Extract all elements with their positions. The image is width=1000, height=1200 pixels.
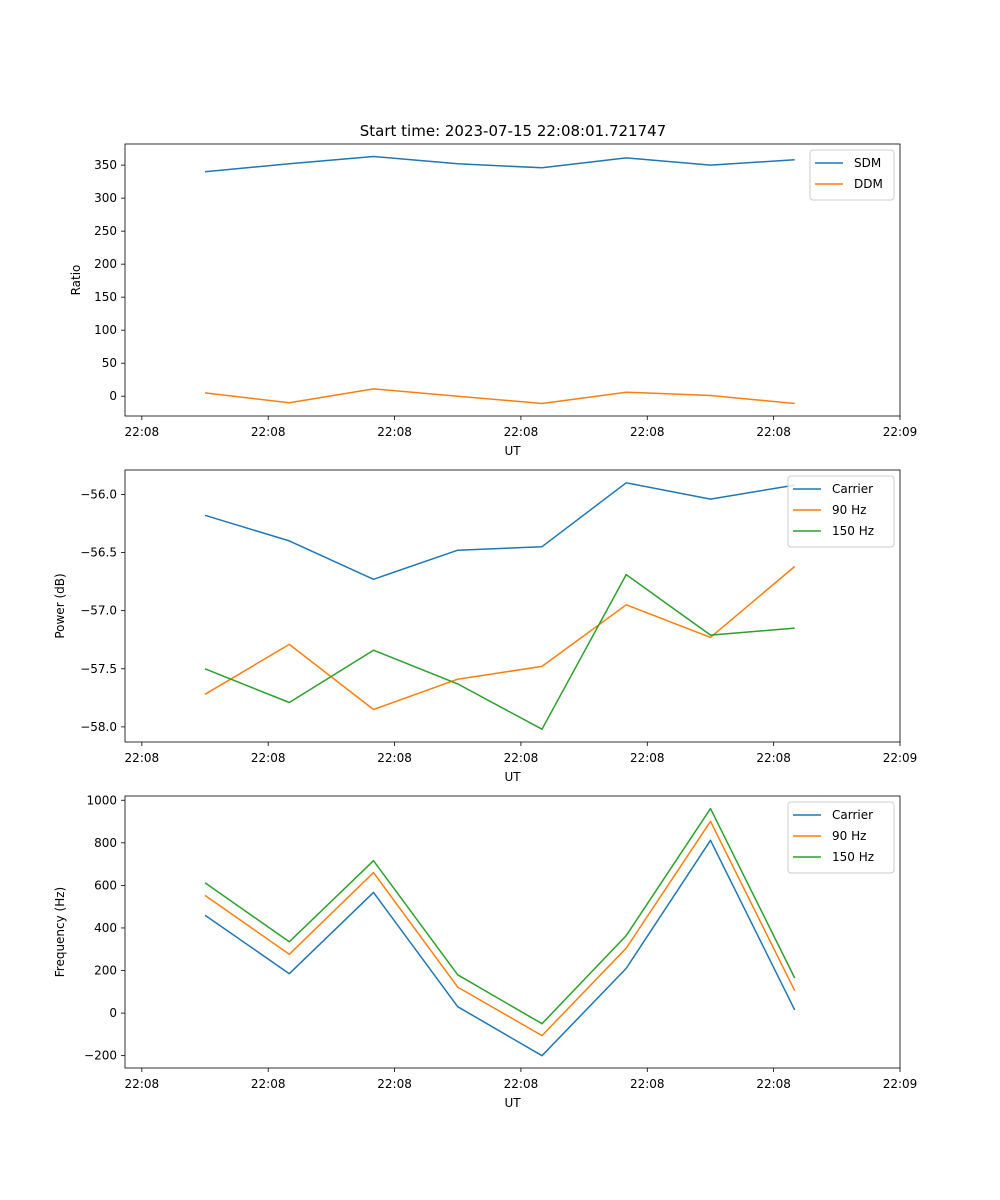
series-line-150-hz: [204, 573, 795, 730]
x-tick-label: 22:08: [125, 1077, 160, 1091]
series-line-sdm: [204, 155, 795, 173]
y-tick-label: 200: [94, 964, 117, 978]
legend-box: [787, 475, 895, 548]
y-tick-label: −56.5: [80, 546, 117, 560]
x-tick-label: 22:08: [756, 1077, 791, 1091]
series-line-90-hz: [204, 565, 796, 711]
x-tick-label: 22:09: [883, 1077, 918, 1091]
x-tick-label: 22:08: [251, 1077, 286, 1091]
series-line-carrier: [204, 482, 795, 581]
legend-label: 90 Hz: [832, 503, 866, 517]
legend-label: DDM: [854, 177, 883, 191]
series-line-150-hz: [204, 807, 796, 1025]
y-tick-label: 50: [102, 356, 117, 370]
y-axis-label: Frequency (Hz): [53, 887, 67, 978]
axes-frame: [124, 143, 901, 417]
x-tick-label: 22:08: [630, 425, 665, 439]
axes-frame: [124, 469, 901, 743]
x-tick-label: 22:08: [251, 425, 286, 439]
y-axis-label: Power (dB): [53, 573, 67, 638]
x-tick-label: 22:08: [377, 1077, 412, 1091]
y-tick-label: 100: [94, 323, 117, 337]
y-tick-label: 0: [109, 1006, 117, 1020]
legend: Carrier 90 Hz 150 Hz: [787, 475, 895, 548]
legend-label: 150 Hz: [832, 850, 874, 864]
x-tick-label: 22:08: [377, 751, 412, 765]
y-tick-label: −200: [84, 1049, 117, 1063]
subplot-2: 22:08 22:08 22:08 22:08 22:08 22:08 22:09 UT −58…: [53, 469, 918, 784]
x-tick-label: 22:08: [125, 751, 160, 765]
x-tick-label: 22:08: [504, 751, 539, 765]
x-axis-label: UT: [504, 770, 521, 784]
x-tick-label: 22:08: [377, 425, 412, 439]
legend-label: 150 Hz: [832, 524, 874, 538]
y-tick-label: 0: [109, 389, 117, 403]
y-tick-label: 200: [94, 257, 117, 271]
axes-frame: [124, 795, 901, 1069]
x-tick-label: 22:08: [504, 425, 539, 439]
y-tick-label: 800: [94, 836, 117, 850]
x-axis-label: UT: [504, 444, 521, 458]
x-tick-label: 22:09: [883, 425, 918, 439]
x-tick-label: 22:08: [630, 1077, 665, 1091]
y-tick-label: −57.5: [80, 662, 117, 676]
legend-label: Carrier: [832, 482, 873, 496]
legend-box: [787, 801, 895, 874]
legend: Carrier 90 Hz 150 Hz: [787, 801, 895, 874]
y-tick-label: −56.0: [80, 487, 117, 501]
y-tick-label: 400: [94, 921, 117, 935]
series-line-90-hz: [204, 820, 796, 1037]
legend-label: SDM: [854, 156, 881, 170]
series-line-carrier: [204, 839, 796, 1057]
legend: SDM DDM: [809, 149, 895, 201]
figure-title: Start time: 2023-07-15 22:08:01.721747: [360, 122, 666, 140]
x-tick-label: 22:08: [504, 1077, 539, 1091]
y-tick-label: 150: [94, 290, 117, 304]
subplots: 22:08 22:08 22:08 22:08 22:08 22:08 22:09 UT 0 50…: [53, 143, 918, 1110]
y-axis-label: Ratio: [69, 265, 83, 296]
subplot-3: 22:08 22:08 22:08 22:08 22:08 22:08 22:09 UT −20…: [53, 793, 917, 1110]
x-axis-label: UT: [504, 1096, 521, 1110]
x-tick-label: 22:08: [630, 751, 665, 765]
series-line-ddm: [204, 388, 795, 405]
y-tick-label: 250: [94, 224, 117, 238]
x-tick-label: 22:08: [756, 751, 791, 765]
y-tick-label: 300: [94, 191, 117, 205]
x-tick-label: 22:09: [883, 751, 918, 765]
legend-label: 90 Hz: [832, 829, 866, 843]
x-tick-label: 22:08: [125, 425, 160, 439]
y-tick-label: 1000: [86, 793, 117, 807]
y-tick-label: −58.0: [80, 720, 117, 734]
x-tick-label: 22:08: [756, 425, 791, 439]
subplot-1: 22:08 22:08 22:08 22:08 22:08 22:08 22:09 UT 0 50…: [69, 143, 918, 458]
y-tick-label: 600: [94, 878, 117, 892]
y-tick-label: −57.0: [80, 604, 117, 618]
legend-box: [809, 149, 895, 201]
y-tick-label: 350: [94, 158, 117, 172]
legend-label: Carrier: [832, 808, 873, 822]
x-tick-label: 22:08: [251, 751, 286, 765]
